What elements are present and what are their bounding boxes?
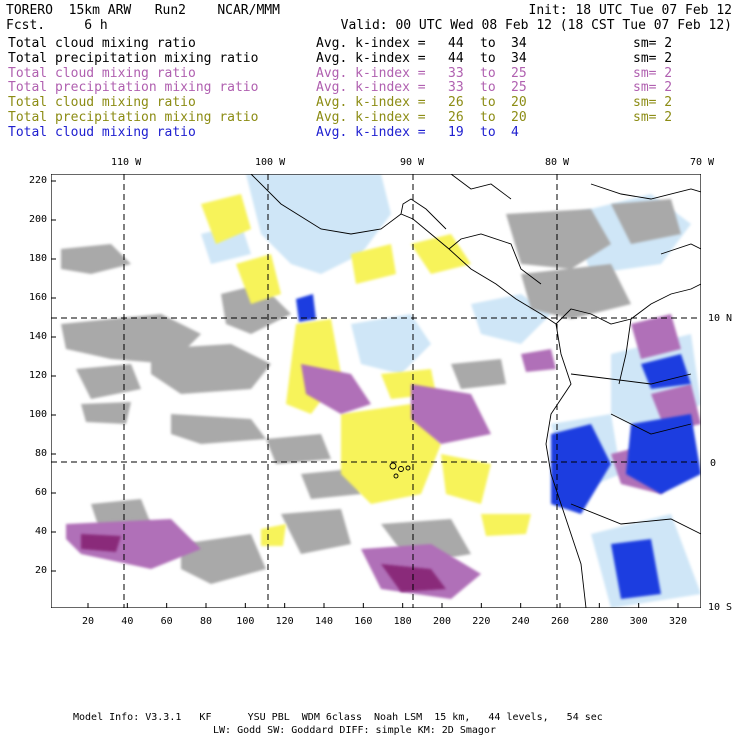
legend-field-name: Total precipitation mixing ratio (8, 50, 259, 66)
x-grid-label: 200 (432, 616, 452, 627)
legend-field-name: Total precipitation mixing ratio (8, 80, 259, 96)
x-grid-label: 240 (511, 616, 530, 627)
lon-label-70w: 70 W (690, 157, 715, 168)
galapagos-islands (389, 462, 411, 479)
y-grid-label: 200 (28, 214, 47, 225)
legend-kindex-to: 34 (511, 36, 527, 51)
legend-kindex-label: Avg. k-index = (316, 95, 426, 111)
lon-label-110w: 110 W (111, 157, 142, 168)
legend-kindex-to-word: to (480, 36, 496, 51)
x-grid-label: 120 (275, 616, 294, 627)
coastlines (250, 174, 701, 608)
gray-cloud-field (61, 199, 681, 584)
legend-field-name: Total cloud mixing ratio (8, 95, 196, 111)
legend-smoothing: sm= 2 (633, 65, 673, 81)
legend-kindex-from: 44 (448, 36, 464, 51)
legend-kindex-to-word: to (480, 110, 496, 125)
y-grid-label: 120 (28, 370, 47, 381)
legend-smoothing: sm= 2 (633, 95, 673, 111)
y-grid-label: 20 (34, 565, 47, 576)
legend-kindex-to-word: to (480, 80, 496, 96)
legend-kindex-from: 33 (448, 65, 464, 81)
legend-kindex-to: 25 (511, 80, 527, 96)
y-grid-label: 60 (34, 487, 47, 498)
x-grid-label: 180 (393, 616, 412, 627)
legend-kindex-from: 26 (448, 95, 464, 111)
physics-info-line: LW: Godd SW: Goddard DIFF: simple KM: 2D… (213, 725, 496, 736)
legend-kindex-label: Avg. k-index = (316, 65, 426, 81)
legend-kindex-from: 44 (448, 50, 464, 66)
y-grid-ticks (51, 180, 56, 572)
legend-field-name: Total cloud mixing ratio (8, 36, 196, 51)
blue-field (296, 294, 701, 599)
legend-field-name: Total cloud mixing ratio (8, 65, 196, 81)
legend-kindex-label: Avg. k-index = (316, 110, 426, 125)
lat-label-10n: 10 N (708, 313, 733, 324)
y-grid-label: 80 (34, 448, 47, 459)
x-grid-ticks (87, 603, 679, 608)
legend-kindex-to: 34 (511, 50, 527, 66)
legend-kindex-label: Avg. k-index = (316, 36, 426, 51)
y-grid-label: 220 (28, 175, 47, 186)
legend-smoothing: sm= 2 (633, 110, 673, 125)
forecast-hour: Fcst. 6 h (6, 18, 108, 33)
legend-kindex-label: Avg. k-index = (316, 80, 426, 96)
lon-label-80w: 80 W (545, 157, 570, 168)
x-grid-label: 280 (590, 616, 609, 627)
legend-kindex-to: 20 (511, 110, 527, 125)
legend-kindex-from: 33 (448, 80, 464, 96)
legend-field-name: Total cloud mixing ratio (8, 124, 196, 140)
x-grid-label: 220 (472, 616, 491, 627)
legend-kindex-to-word: to (480, 65, 496, 81)
x-grid-label: 160 (354, 616, 373, 627)
legend-kindex-label: Avg. k-index = (316, 124, 426, 140)
x-grid-label: 100 (236, 616, 255, 627)
x-grid-label: 40 (121, 616, 134, 627)
legend-smoothing: sm= 2 (633, 50, 673, 66)
y-grid-label: 160 (28, 292, 47, 303)
x-grid-label: 20 (81, 616, 95, 627)
x-grid-label: 140 (314, 616, 334, 627)
legend-kindex-to-word: to (480, 50, 496, 66)
y-grid-label: 180 (28, 253, 47, 264)
y-grid-label: 140 (28, 331, 47, 342)
x-grid-label: 60 (160, 616, 173, 627)
valid-time: Valid: 00 UTC Wed 08 Feb 12 (18 CST Tue … (340, 18, 732, 33)
forecast-map (51, 174, 701, 608)
lat-lon-grid (51, 174, 701, 608)
lat-label-10s: 10 S (708, 602, 733, 613)
lat-label-0: 0 (710, 458, 717, 469)
legend-smoothing: sm= 2 (633, 36, 673, 51)
legend-kindex-from: 19 (448, 124, 464, 140)
legend-kindex-to-word: to (480, 95, 496, 111)
legend-kindex-to: 4 (511, 124, 519, 140)
model-info-line: Model Info: V3.3.1 KF YSU PBL WDM 6class… (73, 712, 603, 723)
legend-kindex-from: 26 (448, 110, 464, 125)
x-grid-label: 260 (550, 616, 570, 627)
lon-label-100w: 100 W (255, 157, 286, 168)
x-grid-label: 80 (199, 616, 213, 627)
legend-smoothing: sm= 2 (633, 80, 673, 96)
x-grid-label: 300 (629, 616, 648, 627)
legend-kindex-label: Avg. k-index = (316, 50, 426, 66)
init-time: Init: 18 UTC Tue 07 Feb 12 (528, 3, 733, 18)
lon-label-90w: 90 W (400, 157, 425, 168)
model-title: TORERO 15km ARW Run2 NCAR/MMM (6, 3, 280, 18)
legend-kindex-to: 25 (511, 65, 527, 81)
legend-kindex-to-word: to (480, 124, 496, 140)
x-grid-label: 320 (668, 616, 688, 627)
y-grid-label: 100 (28, 409, 47, 420)
legend-field-name: Total precipitation mixing ratio (8, 110, 259, 125)
y-grid-label: 40 (34, 526, 47, 537)
legend-kindex-to: 20 (511, 95, 527, 111)
